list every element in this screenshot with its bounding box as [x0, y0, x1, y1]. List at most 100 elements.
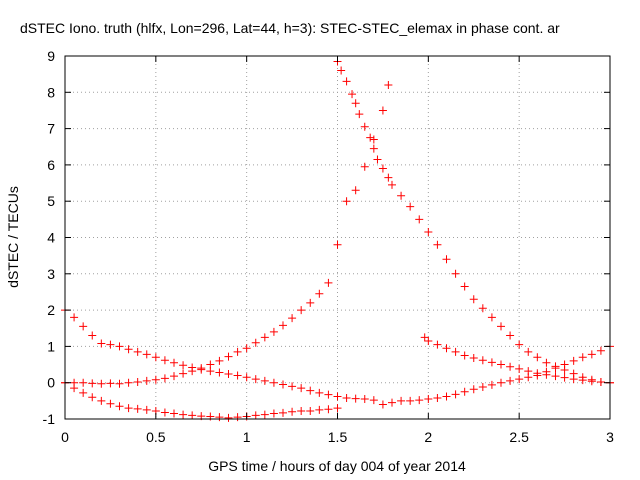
data-point: [188, 367, 197, 376]
data-point: [242, 344, 251, 353]
data-point: [224, 369, 233, 378]
data-point: [460, 282, 469, 291]
data-point: [351, 99, 360, 108]
data-point: [487, 358, 496, 367]
data-point: [251, 375, 260, 384]
data-point: [197, 364, 206, 373]
data-point: [424, 336, 433, 345]
y-axis-label: dSTEC / TECUs: [5, 186, 21, 288]
data-point: [115, 402, 124, 411]
data-point: [133, 404, 142, 413]
data-point: [215, 356, 224, 365]
data-point: [88, 379, 97, 388]
data-point: [288, 314, 297, 323]
data-point: [251, 411, 260, 420]
data-point: [451, 269, 460, 278]
data-point: [279, 380, 287, 389]
series-1: [61, 306, 614, 409]
data-point: [451, 347, 460, 356]
data-point: [306, 386, 315, 395]
data-point: [260, 333, 269, 342]
data-point: [384, 81, 393, 90]
data-point: [269, 378, 278, 387]
data-point: [397, 396, 406, 405]
data-point: [351, 186, 360, 195]
data-point: [497, 360, 505, 369]
data-point: [342, 197, 351, 206]
data-point: [333, 392, 342, 401]
data-point: [279, 321, 287, 330]
data-point: [160, 356, 169, 365]
data-point: [533, 353, 542, 362]
data-point: [355, 110, 364, 119]
data-point: [360, 122, 369, 131]
data-point: [142, 405, 151, 414]
data-point: [587, 350, 596, 359]
data-point: [424, 228, 433, 237]
data-point: [515, 364, 524, 373]
data-point: [315, 388, 324, 397]
data-point: [160, 408, 169, 417]
data-point: [415, 215, 424, 224]
data-point: [378, 400, 387, 409]
x-tick-label: 0.5: [146, 429, 166, 445]
x-axis-label: GPS time / hours of day 004 of year 2014: [208, 458, 466, 474]
data-point: [306, 407, 315, 416]
data-point: [351, 394, 360, 403]
data-point: [369, 135, 378, 144]
data-point: [587, 377, 596, 386]
data-point: [373, 155, 382, 164]
data-point: [378, 106, 387, 115]
data-point: [433, 240, 442, 249]
data-point: [97, 396, 106, 405]
data-point: [388, 180, 396, 189]
data-point: [406, 202, 415, 211]
data-point: [497, 378, 505, 387]
data-point: [142, 350, 151, 359]
data-point: [160, 374, 169, 383]
data-point: [478, 356, 487, 365]
data-point: [115, 379, 124, 388]
y-tick-label: 3: [47, 266, 55, 282]
x-tick-label: 3: [606, 429, 614, 445]
chart-title: dSTEC Iono. truth (hlfx, Lon=296, Lat=44…: [20, 20, 560, 36]
series-4: [333, 57, 614, 387]
data-point: [333, 404, 342, 413]
y-tick-label: 8: [47, 84, 55, 100]
data-point: [179, 361, 188, 370]
data-point: [124, 378, 133, 387]
data-point: [596, 346, 605, 355]
data-point: [369, 144, 378, 153]
data-point: [360, 395, 369, 404]
y-tick-label: -1: [43, 411, 56, 427]
data-point: [224, 413, 233, 422]
data-point: [337, 66, 346, 75]
data-point: [524, 367, 533, 376]
data-point: [133, 347, 142, 356]
data-point: [179, 369, 188, 378]
data-point: [384, 173, 393, 182]
data-point: [406, 396, 415, 405]
data-point: [487, 380, 496, 389]
data-point: [179, 410, 188, 419]
data-marks: [61, 57, 614, 422]
y-tick-label: 1: [47, 338, 55, 354]
data-point: [469, 385, 478, 394]
data-point: [297, 306, 306, 315]
data-point: [560, 365, 569, 374]
data-point: [551, 362, 560, 371]
data-point: [442, 392, 451, 401]
data-point: [306, 298, 315, 307]
data-point: [315, 405, 324, 414]
data-point: [506, 362, 515, 371]
data-point: [106, 399, 115, 408]
data-point: [415, 396, 424, 405]
data-point: [269, 327, 278, 336]
data-point: [97, 379, 106, 388]
x-axis-ticks: 0 0.5 1 1.5 2 2.5 3: [61, 56, 614, 445]
data-point: [433, 340, 442, 349]
data-point: [524, 347, 533, 356]
data-point: [170, 358, 178, 367]
data-point: [551, 372, 560, 381]
